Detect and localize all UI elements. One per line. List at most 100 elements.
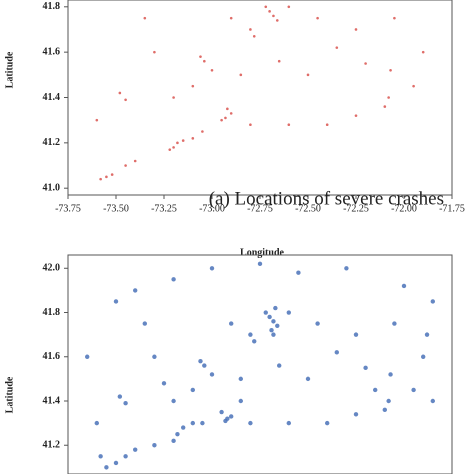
point [113, 299, 119, 304]
point [224, 116, 227, 120]
point [248, 420, 253, 426]
point [105, 175, 108, 179]
y-tick-label: 41.0 [43, 182, 61, 193]
point [316, 16, 319, 20]
point [393, 16, 396, 20]
point [248, 332, 253, 337]
point [305, 376, 311, 382]
point [94, 420, 100, 426]
point [133, 288, 138, 293]
point [238, 398, 243, 404]
point [411, 387, 416, 393]
point [430, 299, 435, 304]
point [161, 381, 167, 386]
point [220, 118, 223, 122]
point [175, 431, 180, 437]
point [181, 425, 186, 430]
point [171, 398, 176, 404]
y-tick-label: 42.0 [43, 263, 61, 274]
point [373, 387, 378, 393]
x-tick-label: -72.00 [391, 203, 417, 214]
point [95, 118, 99, 122]
y-tick-label: 41.8 [43, 1, 61, 12]
point [335, 46, 339, 49]
point [269, 328, 274, 333]
point [171, 277, 176, 282]
point [239, 73, 243, 77]
point [306, 73, 310, 77]
point [200, 420, 205, 426]
point [123, 454, 128, 459]
point [201, 130, 204, 133]
point [412, 84, 415, 88]
point [334, 350, 339, 355]
point [430, 398, 435, 404]
point [191, 137, 195, 140]
point [172, 96, 175, 99]
x-tick-label: -73.00 [199, 203, 225, 214]
point [110, 173, 114, 176]
point [152, 354, 157, 359]
point [85, 354, 90, 359]
point [209, 266, 215, 271]
point [421, 50, 425, 54]
x-tick-label: -72.75 [247, 203, 273, 214]
point [263, 310, 268, 315]
point [383, 105, 387, 108]
x-tick-label: -71.75 [439, 203, 465, 214]
x-axis-label: Longitude [240, 247, 284, 258]
point [210, 68, 214, 72]
point [229, 16, 233, 20]
point [152, 443, 157, 448]
point [143, 16, 147, 20]
y-axis-label: Latitude [4, 376, 15, 413]
point [203, 59, 206, 63]
point [387, 96, 390, 99]
y-tick-label: 41.4 [43, 92, 61, 103]
point [264, 5, 268, 9]
y-tick-label: 41.2 [43, 137, 61, 148]
y-tick-label: 41.4 [43, 395, 61, 406]
point [202, 363, 207, 368]
point [249, 123, 252, 127]
point [344, 266, 349, 271]
point [353, 332, 359, 337]
annotation: (a) Locations of severe crashes [209, 188, 444, 209]
point [98, 454, 103, 459]
point [229, 414, 234, 419]
point [249, 28, 252, 31]
point [389, 68, 392, 72]
point [315, 321, 320, 326]
point [229, 112, 233, 115]
point [168, 148, 172, 151]
y-tick-label: 41.8 [43, 307, 61, 318]
point [275, 19, 279, 22]
point [275, 323, 280, 328]
point [113, 460, 119, 466]
point [142, 321, 147, 326]
point [153, 50, 156, 54]
point [277, 59, 281, 63]
point [190, 387, 195, 393]
point [133, 159, 137, 163]
point [99, 177, 102, 181]
point [257, 261, 263, 267]
point [238, 376, 243, 382]
points [95, 5, 425, 181]
point [118, 91, 122, 95]
point [354, 114, 358, 117]
x-tick-label: -72.25 [343, 203, 369, 214]
point [176, 141, 179, 145]
point [296, 270, 301, 275]
point [252, 339, 257, 344]
point [363, 365, 368, 371]
plot-frame [67, 254, 453, 474]
point [271, 319, 276, 324]
point [123, 401, 128, 406]
point [277, 363, 282, 368]
y-tick-label: 41.2 [43, 440, 61, 451]
point [287, 123, 291, 127]
point [209, 372, 215, 377]
point [271, 332, 276, 337]
